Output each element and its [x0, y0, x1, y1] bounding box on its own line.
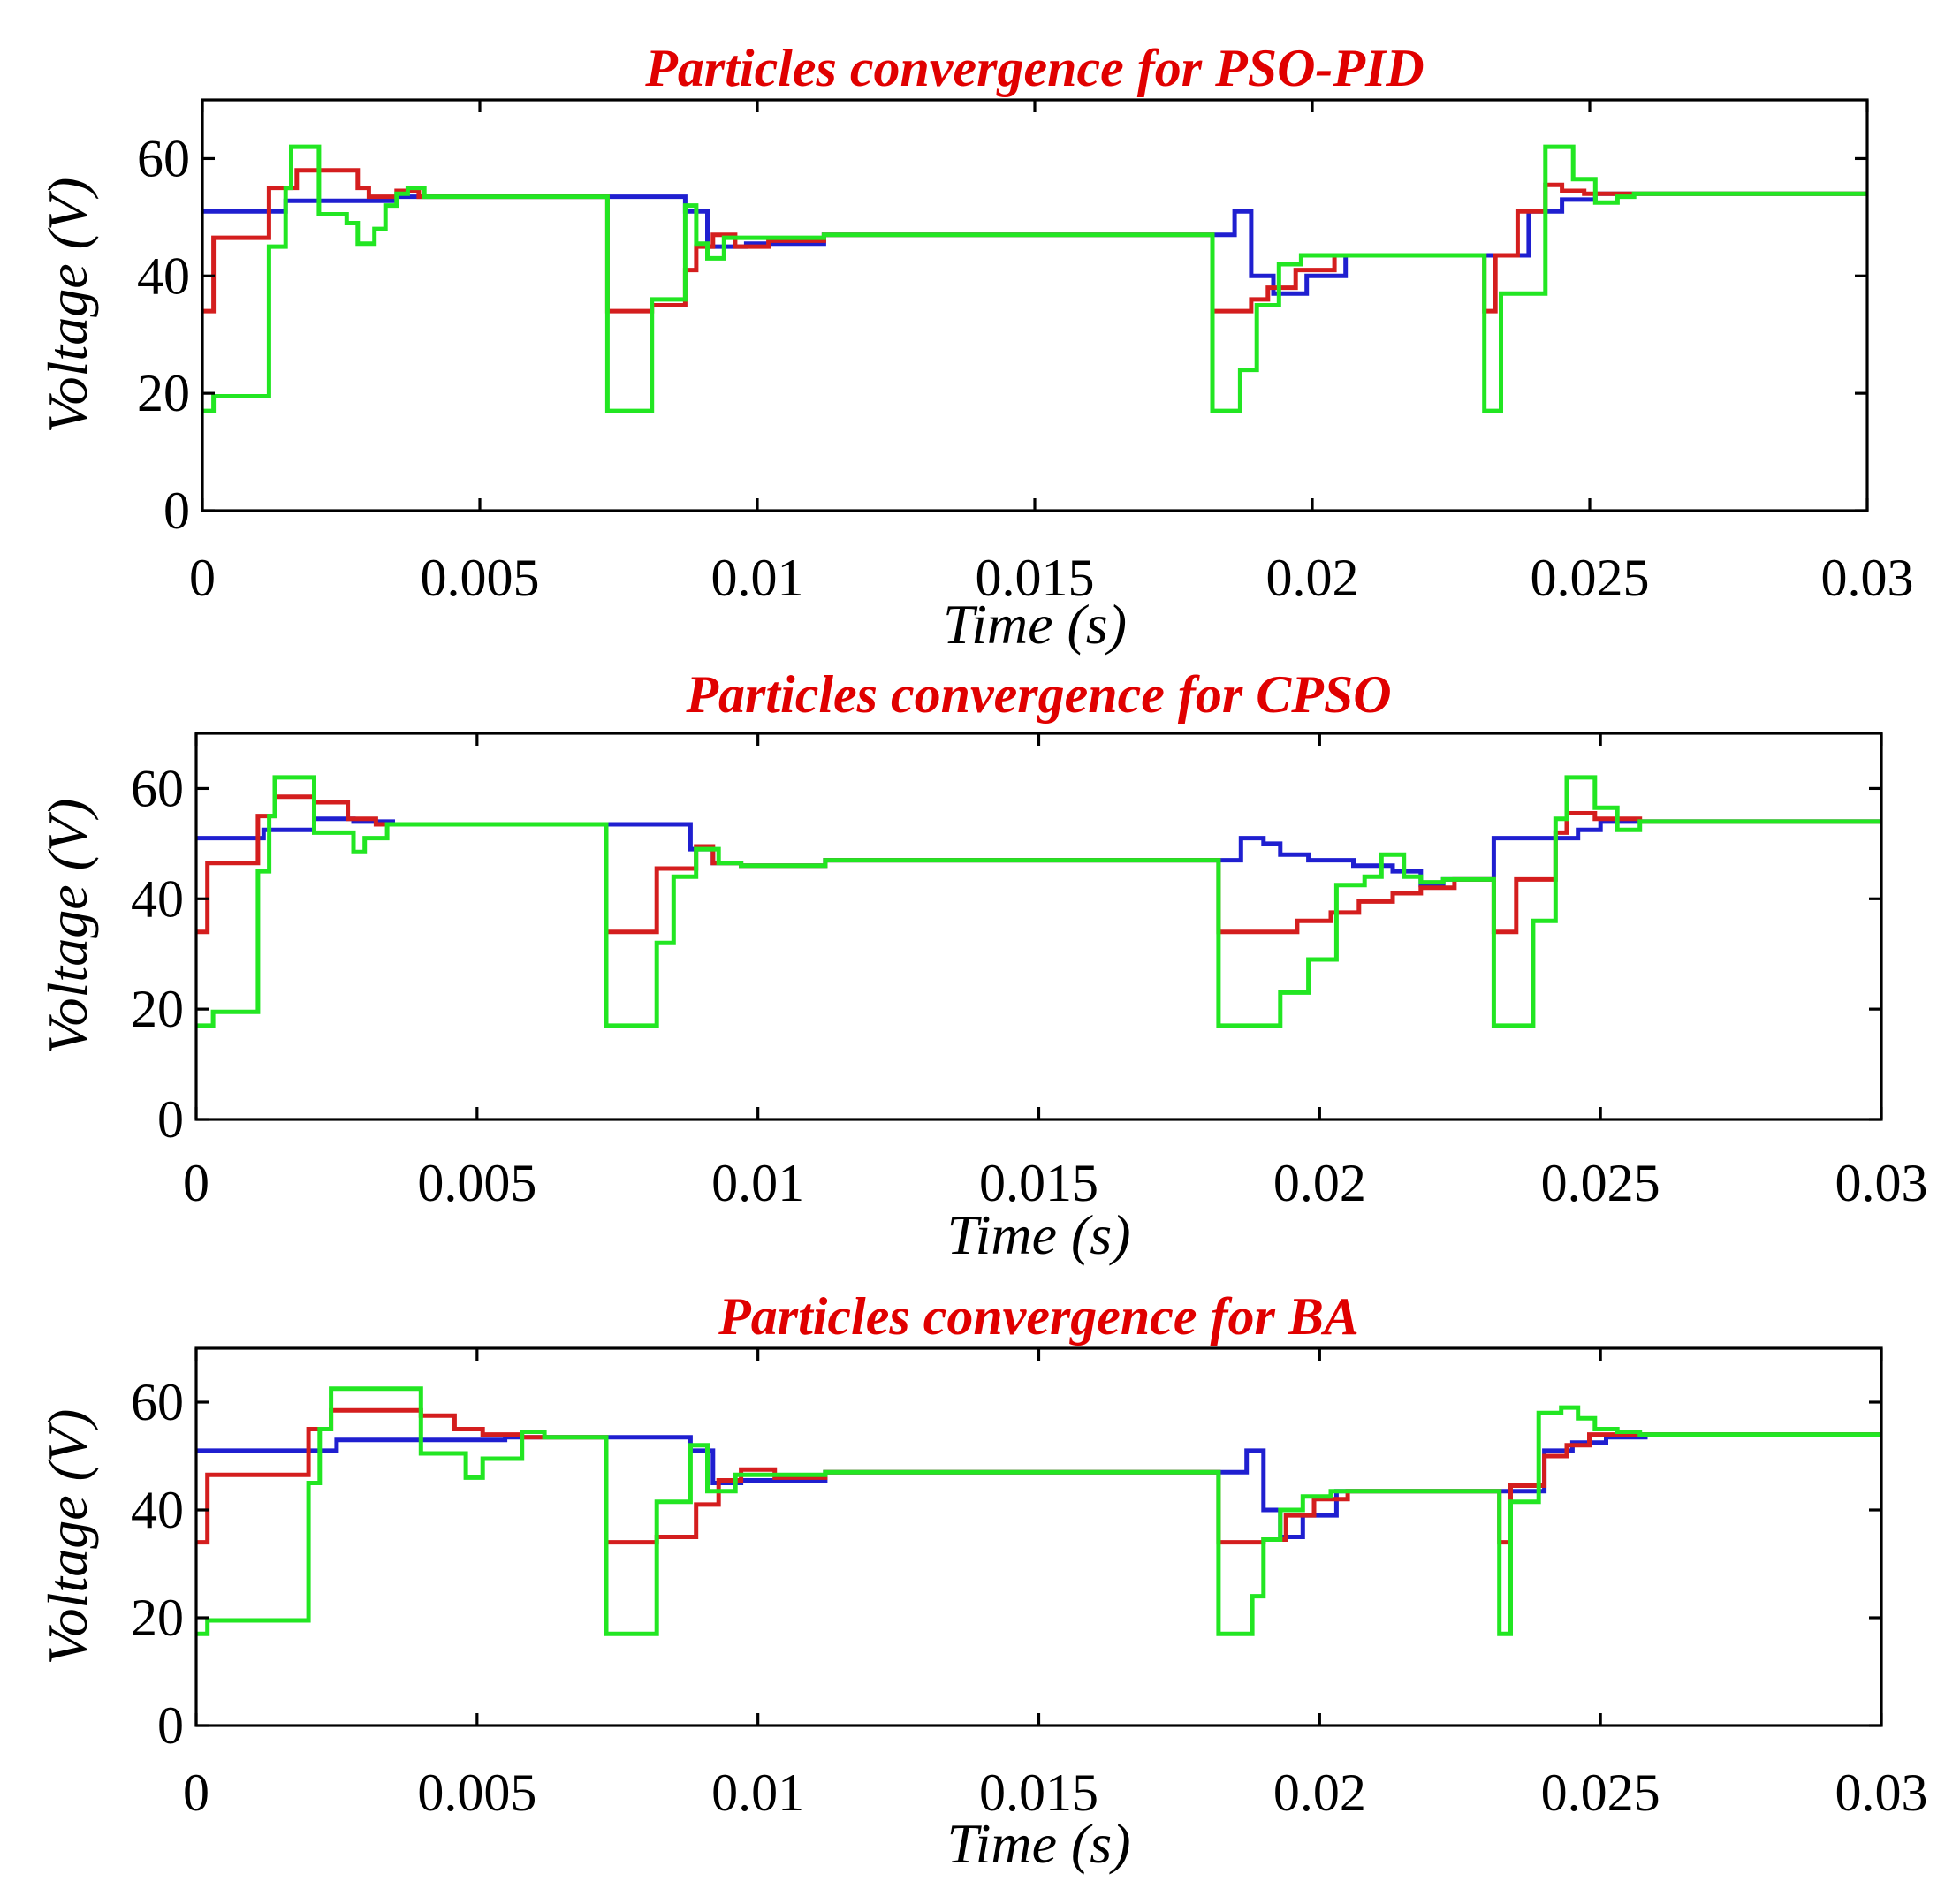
- series-green-line: [202, 144, 1867, 413]
- series-green-line: [196, 775, 1881, 1028]
- y-tick-label: 40: [131, 1481, 184, 1539]
- x-tick-label: 0.005: [417, 1154, 536, 1212]
- axis-ticks: 0 0.005 0.01 0.015 0.02 0.025 0.03 0 20 40 60: [137, 100, 1914, 607]
- x-axis-label: Time (s): [943, 593, 1127, 656]
- plot-area: [196, 1386, 1881, 1636]
- x-tick-label: 0.01: [711, 1764, 804, 1822]
- chart-panel-cpso: Particles convergence for CPSO 0 0.005 0.0…: [36, 665, 1928, 1266]
- x-tick-label: 0.03: [1821, 549, 1914, 607]
- y-tick-label: 20: [131, 980, 184, 1038]
- x-tick-label: 0.025: [1541, 1764, 1660, 1822]
- y-tick-label: 0: [157, 1090, 184, 1149]
- chart-title: Particles convergence for PSO-PID: [644, 39, 1424, 97]
- axis-ticks: 0 0.005 0.01 0.015 0.02 0.025 0.03 0 20 40 60: [131, 1348, 1928, 1822]
- x-tick-label: 0.01: [711, 549, 804, 607]
- plot-area: [202, 144, 1867, 413]
- x-axis-label: Time (s): [947, 1203, 1131, 1266]
- series-blue-line: [202, 191, 1867, 296]
- y-axis-label: Voltage (V): [36, 799, 99, 1055]
- x-tick-label: 0.02: [1273, 1764, 1366, 1822]
- series-green-line: [196, 1386, 1881, 1636]
- y-tick-label: 60: [131, 759, 184, 817]
- axis-ticks: 0 0.005 0.01 0.015 0.02 0.025 0.03 0 20 40 60: [131, 733, 1928, 1212]
- x-axis-label: Time (s): [947, 1812, 1131, 1875]
- series-blue-line: [196, 1432, 1881, 1539]
- y-tick-label: 60: [131, 1373, 184, 1431]
- y-tick-label: 60: [137, 129, 190, 187]
- x-tick-label: 0.025: [1531, 549, 1650, 607]
- y-axis-label: Voltage (V): [36, 178, 99, 434]
- x-tick-label: 0.03: [1835, 1154, 1928, 1212]
- x-tick-label: 0.02: [1273, 1154, 1366, 1212]
- x-tick-label: 0.03: [1835, 1764, 1928, 1822]
- y-tick-label: 20: [137, 364, 190, 422]
- y-tick-label: 0: [157, 1696, 184, 1755]
- x-tick-label: 0: [189, 549, 216, 607]
- x-tick-label: 0: [183, 1764, 209, 1822]
- chart-panel-ba: Particles convergence for BA 0 0.005 0.01 0…: [36, 1287, 1928, 1875]
- chart-title: Particles convergence for BA: [718, 1287, 1359, 1346]
- x-tick-label: 0.01: [711, 1154, 804, 1212]
- plot-area: [196, 775, 1881, 1028]
- chart-title: Particles convergence for CPSO: [685, 665, 1391, 724]
- y-tick-label: 0: [163, 482, 190, 540]
- y-tick-label: 40: [137, 247, 190, 305]
- y-axis-label: Voltage (V): [36, 1409, 99, 1665]
- x-tick-label: 0.015: [979, 1154, 1098, 1212]
- x-tick-label: 0.005: [417, 1764, 536, 1822]
- x-tick-label: 0.025: [1541, 1154, 1660, 1212]
- x-tick-label: 0: [183, 1154, 209, 1212]
- y-tick-label: 20: [131, 1589, 184, 1647]
- chart-panel-pso-pid: Particles convergence for PSO-PID 0 0.005…: [36, 39, 1914, 656]
- x-tick-label: 0.015: [976, 549, 1095, 607]
- x-tick-label: 0.02: [1266, 549, 1359, 607]
- y-tick-label: 40: [131, 869, 184, 928]
- x-tick-label: 0.015: [979, 1764, 1098, 1822]
- x-tick-label: 0.005: [421, 549, 540, 607]
- series-red-line: [202, 168, 1867, 314]
